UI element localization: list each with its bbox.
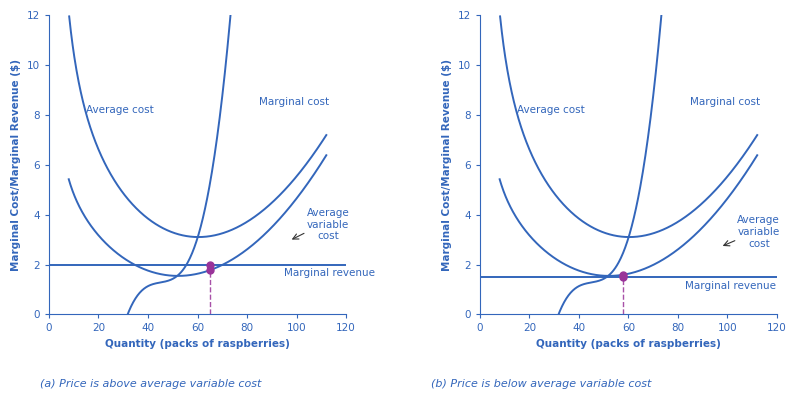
Text: Average cost: Average cost [517, 105, 585, 115]
Text: Marginal cost: Marginal cost [690, 97, 760, 107]
Y-axis label: Marginal Cost/Marginal Revenue ($): Marginal Cost/Marginal Revenue ($) [11, 59, 21, 271]
Text: Marginal cost: Marginal cost [259, 97, 330, 107]
X-axis label: Quantity (packs of raspberries): Quantity (packs of raspberries) [536, 339, 721, 349]
Text: (b) Price is below average variable cost: (b) Price is below average variable cost [431, 379, 651, 389]
Y-axis label: Marginal Cost/Marginal Revenue ($): Marginal Cost/Marginal Revenue ($) [442, 59, 452, 271]
X-axis label: Quantity (packs of raspberries): Quantity (packs of raspberries) [105, 339, 290, 349]
Text: (a) Price is above average variable cost: (a) Price is above average variable cost [40, 379, 261, 389]
Text: Marginal revenue: Marginal revenue [685, 281, 776, 291]
Text: Average
variable
cost: Average variable cost [306, 208, 350, 241]
Text: Marginal revenue: Marginal revenue [284, 268, 375, 278]
Text: Average
variable
cost: Average variable cost [737, 215, 780, 249]
Text: Average cost: Average cost [86, 105, 154, 115]
